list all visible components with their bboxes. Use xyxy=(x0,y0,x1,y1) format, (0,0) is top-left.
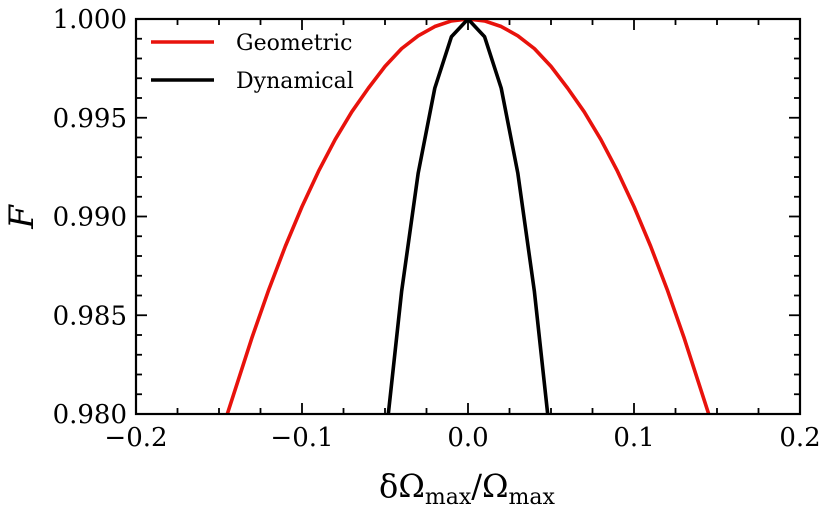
legend: Geometric Dynamical xyxy=(151,31,354,94)
x-tick-label: 0.0 xyxy=(447,423,488,453)
x-axis-label-main: δΩ xyxy=(379,467,425,505)
series-line-geometric xyxy=(225,19,711,414)
series-layer xyxy=(225,19,711,414)
x-axis-label: δΩmax/Ωmax xyxy=(379,467,555,510)
x-axis-label-sub2: max xyxy=(509,485,556,510)
y-axis-label: F xyxy=(2,204,42,230)
x-tick-label: 0.2 xyxy=(779,423,820,453)
ticks-layer: −0.2 −0.1 0.0 0.1 0.2 0.980 0.985 0.990 0.995 1.0… xyxy=(53,5,821,453)
x-tick-label: −0.1 xyxy=(270,423,333,453)
x-tick-label: −0.2 xyxy=(104,423,167,453)
x-axis-label-slash: /Ω xyxy=(471,467,508,505)
y-tick-label: 0.995 xyxy=(53,104,127,134)
y-tick-label: 0.980 xyxy=(53,400,127,430)
y-tick-label: 0.990 xyxy=(53,203,127,233)
y-tick-label: 0.985 xyxy=(53,301,127,331)
legend-label-dynamical: Dynamical xyxy=(236,69,354,94)
x-axis-label-sub: max xyxy=(425,485,472,510)
y-tick-label: 1.000 xyxy=(53,5,127,35)
x-tick-label: 0.1 xyxy=(613,423,654,453)
plot-frame xyxy=(134,17,802,416)
series-line-dynamical xyxy=(386,19,550,414)
legend-label-geometric: Geometric xyxy=(236,31,352,56)
